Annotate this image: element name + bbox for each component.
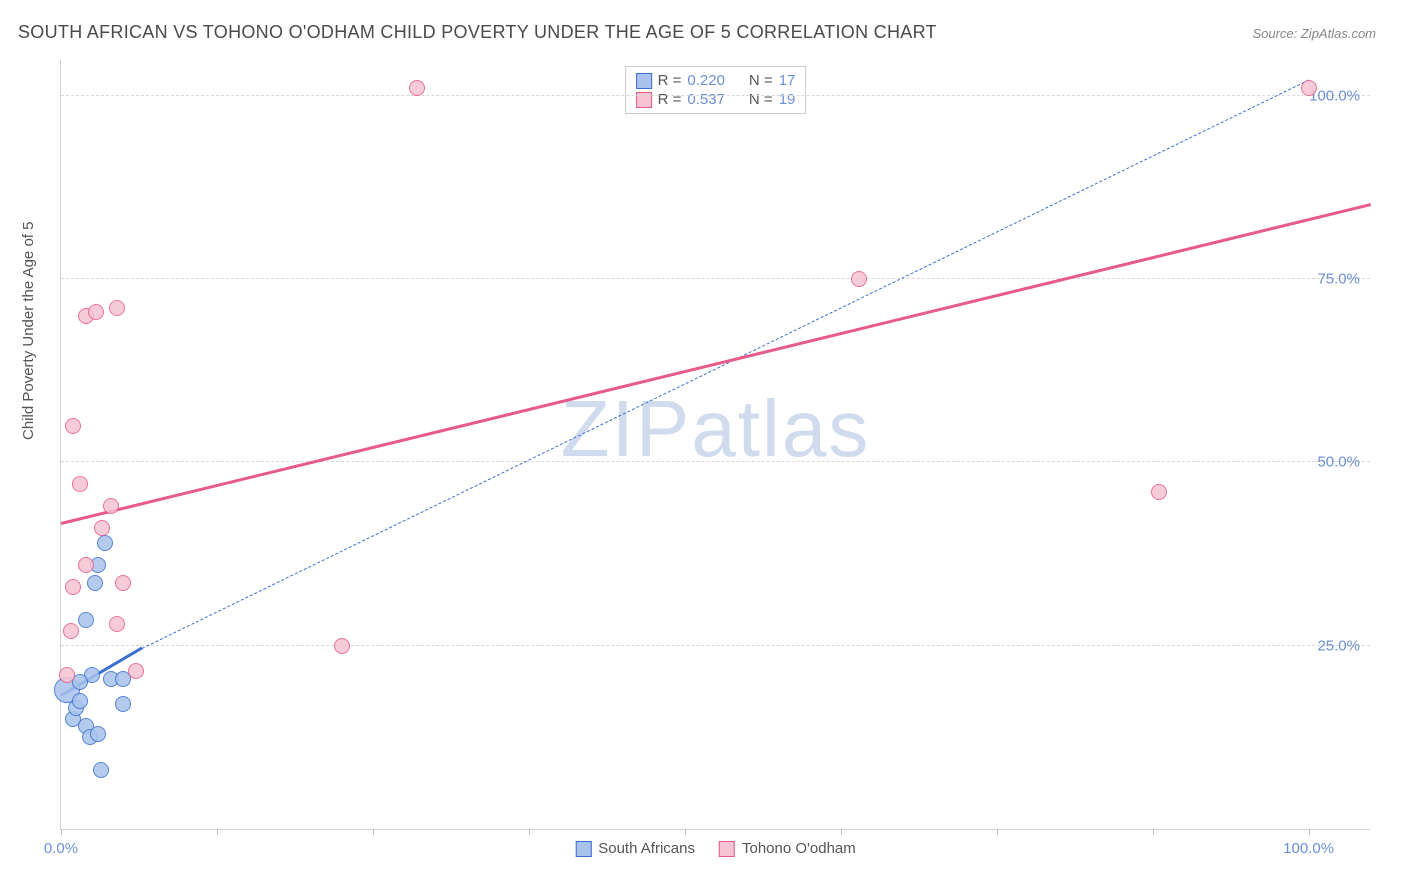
- data-point: [93, 762, 109, 778]
- data-point: [103, 498, 119, 514]
- data-point: [78, 557, 94, 573]
- data-point: [109, 616, 125, 632]
- legend-swatch-1b: [575, 841, 591, 857]
- legend-n-label: N =: [749, 91, 773, 108]
- data-point: [1301, 80, 1317, 96]
- data-point: [115, 696, 131, 712]
- series-legend: South Africans Tohono O'odham: [575, 840, 856, 857]
- x-tick: [217, 829, 218, 835]
- x-tick: [685, 829, 686, 835]
- data-point: [409, 80, 425, 96]
- x-tick: [61, 829, 62, 835]
- x-tick-label: 100.0%: [1283, 840, 1334, 857]
- legend-item-1: South Africans: [575, 840, 695, 857]
- source-attribution: Source: ZipAtlas.com: [1252, 26, 1376, 41]
- x-tick: [373, 829, 374, 835]
- y-tick-label: 25.0%: [1317, 637, 1360, 654]
- legend-swatch-2b: [719, 841, 735, 857]
- legend-label-2: Tohono O'odham: [742, 840, 856, 857]
- data-point: [109, 300, 125, 316]
- watermark-atlas: atlas: [691, 384, 870, 473]
- data-point: [59, 667, 75, 683]
- y-tick-label: 75.0%: [1317, 271, 1360, 288]
- correlation-legend: R = 0.220 N = 17 R = 0.537 N = 19: [625, 66, 807, 114]
- gridline: [61, 278, 1370, 279]
- legend-item-2: Tohono O'odham: [719, 840, 856, 857]
- data-point: [94, 520, 110, 536]
- legend-row-series-2: R = 0.537 N = 19: [636, 90, 796, 109]
- legend-r-value-1: 0.220: [687, 72, 725, 89]
- legend-label-1: South Africans: [598, 840, 695, 857]
- data-point: [128, 663, 144, 679]
- legend-n-value-1: 17: [779, 72, 796, 89]
- y-tick-label: 50.0%: [1317, 454, 1360, 471]
- x-tick: [997, 829, 998, 835]
- gridline: [61, 95, 1370, 96]
- scatter-chart: ZIPatlas R = 0.220 N = 17 R = 0.537 N = …: [60, 60, 1370, 830]
- x-tick: [1153, 829, 1154, 835]
- data-point: [115, 575, 131, 591]
- legend-n-label: N =: [749, 72, 773, 89]
- data-point: [97, 535, 113, 551]
- trend-line: [61, 203, 1372, 525]
- gridline: [61, 461, 1370, 462]
- x-tick-label: 0.0%: [44, 840, 78, 857]
- x-tick: [841, 829, 842, 835]
- data-point: [1151, 484, 1167, 500]
- data-point: [78, 612, 94, 628]
- legend-n-value-2: 19: [779, 91, 796, 108]
- data-point: [72, 693, 88, 709]
- trend-line-extension: [142, 80, 1309, 649]
- chart-title: SOUTH AFRICAN VS TOHONO O'ODHAM CHILD PO…: [18, 22, 937, 43]
- y-tick-label: 100.0%: [1309, 87, 1360, 104]
- y-axis-label: Child Poverty Under the Age of 5: [20, 222, 37, 440]
- data-point: [65, 418, 81, 434]
- data-point: [88, 304, 104, 320]
- legend-r-label: R =: [658, 72, 682, 89]
- legend-r-value-2: 0.537: [687, 91, 725, 108]
- data-point: [72, 476, 88, 492]
- legend-r-label: R =: [658, 91, 682, 108]
- x-tick: [529, 829, 530, 835]
- data-point: [65, 579, 81, 595]
- legend-swatch-1: [636, 73, 652, 89]
- data-point: [63, 623, 79, 639]
- data-point: [90, 726, 106, 742]
- legend-row-series-1: R = 0.220 N = 17: [636, 71, 796, 90]
- data-point: [851, 271, 867, 287]
- gridline: [61, 645, 1370, 646]
- data-point: [87, 575, 103, 591]
- x-tick: [1309, 829, 1310, 835]
- data-point: [334, 638, 350, 654]
